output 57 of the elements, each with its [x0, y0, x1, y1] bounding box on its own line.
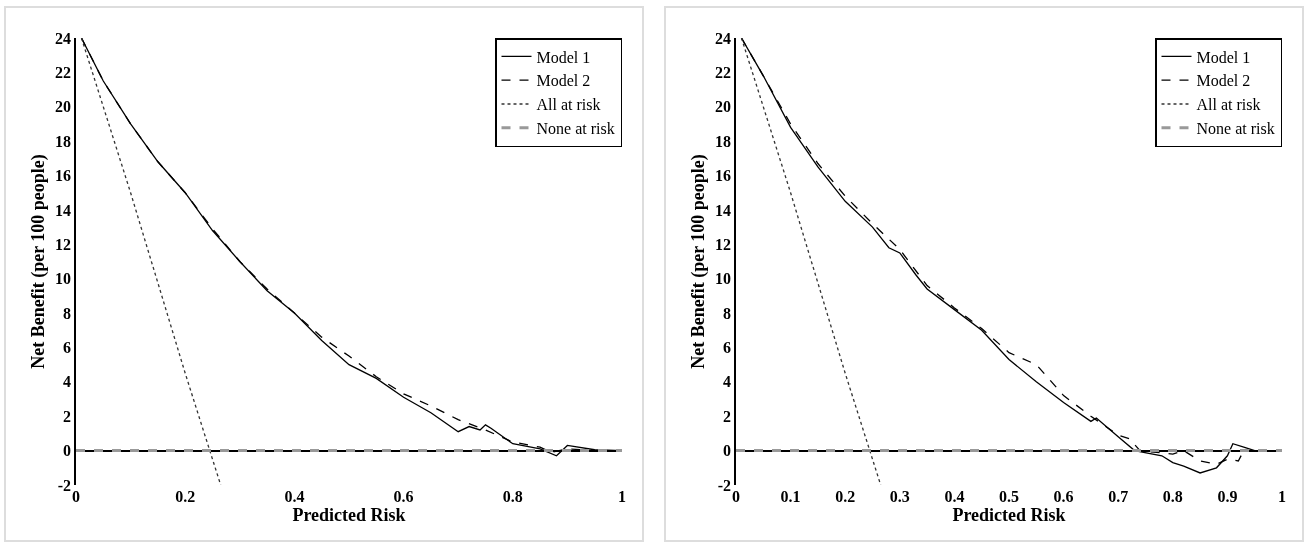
y-tick-label: 10 — [55, 270, 72, 288]
legend-label: None at risk — [1196, 120, 1275, 138]
legend-label: All at risk — [536, 96, 601, 114]
y-tick-label: 20 — [55, 98, 72, 116]
y-tick-label: 12 — [715, 235, 732, 253]
x-tick-label: 0.4 — [284, 488, 305, 505]
x-tick-label: 0.3 — [889, 488, 910, 505]
y-tick-label: 8 — [63, 304, 72, 322]
y-tick-label: 16 — [715, 167, 732, 185]
y-tick-label: -2 — [57, 476, 72, 494]
y-tick-label: 2 — [723, 407, 732, 425]
line-series — [740, 38, 882, 485]
x-tick-label: 1 — [618, 488, 626, 505]
y-tick-label: 4 — [723, 373, 732, 391]
y-tick-label: 14 — [715, 201, 732, 219]
legend-label: None at risk — [536, 120, 615, 138]
y-tick-label: -2 — [717, 476, 732, 494]
y-tick-label: 16 — [55, 167, 72, 185]
x-tick-label: 0.9 — [1217, 488, 1238, 505]
legend-label: All at risk — [1196, 96, 1261, 114]
y-axis-title: Net Benefit (per 100 people) — [27, 154, 49, 369]
legend-label: Model 1 — [536, 48, 591, 66]
legend-label: Model 1 — [1196, 48, 1251, 66]
x-tick-label: 0.6 — [393, 488, 414, 505]
x-axis-title: Predicted Risk — [292, 505, 406, 526]
y-tick-label: 2 — [63, 407, 72, 425]
y-tick-label: 14 — [55, 201, 72, 219]
x-tick-label: 0.2 — [835, 488, 856, 505]
y-tick-label: 22 — [715, 63, 732, 81]
x-tick-label: 0.7 — [1108, 488, 1129, 505]
y-tick-label: 4 — [63, 373, 72, 391]
y-tick-label: 22 — [55, 63, 72, 81]
x-tick-label: 0.8 — [502, 488, 523, 505]
y-tick-label: 10 — [715, 270, 732, 288]
y-tick-label: 12 — [55, 235, 72, 253]
x-tick-label: 0.5 — [999, 488, 1019, 505]
legend-label: Model 2 — [536, 72, 591, 90]
x-axis-title: Predicted Risk — [952, 505, 1066, 526]
x-tick-label: 1 — [1278, 488, 1286, 505]
y-tick-label: 6 — [63, 339, 72, 357]
y-tick-label: 8 — [723, 304, 732, 322]
y-tick-label: 24 — [55, 29, 72, 47]
y-tick-label: 24 — [715, 29, 732, 47]
x-tick-label: 0.6 — [1053, 488, 1074, 505]
y-tick-label: 18 — [55, 132, 72, 150]
legend-label: Model 2 — [1196, 72, 1251, 90]
x-tick-label: 0.2 — [175, 488, 196, 505]
x-tick-label: 0.4 — [944, 488, 965, 505]
x-tick-label: 0.1 — [780, 488, 801, 505]
y-tick-label: 0 — [723, 442, 732, 460]
x-tick-label: 0.8 — [1162, 488, 1183, 505]
y-tick-label: 6 — [723, 339, 732, 357]
y-tick-label: 0 — [63, 442, 72, 460]
y-axis-title: Net Benefit (per 100 people) — [687, 154, 709, 369]
y-tick-label: 20 — [715, 98, 732, 116]
line-series — [80, 38, 222, 485]
y-tick-label: 18 — [715, 132, 732, 150]
